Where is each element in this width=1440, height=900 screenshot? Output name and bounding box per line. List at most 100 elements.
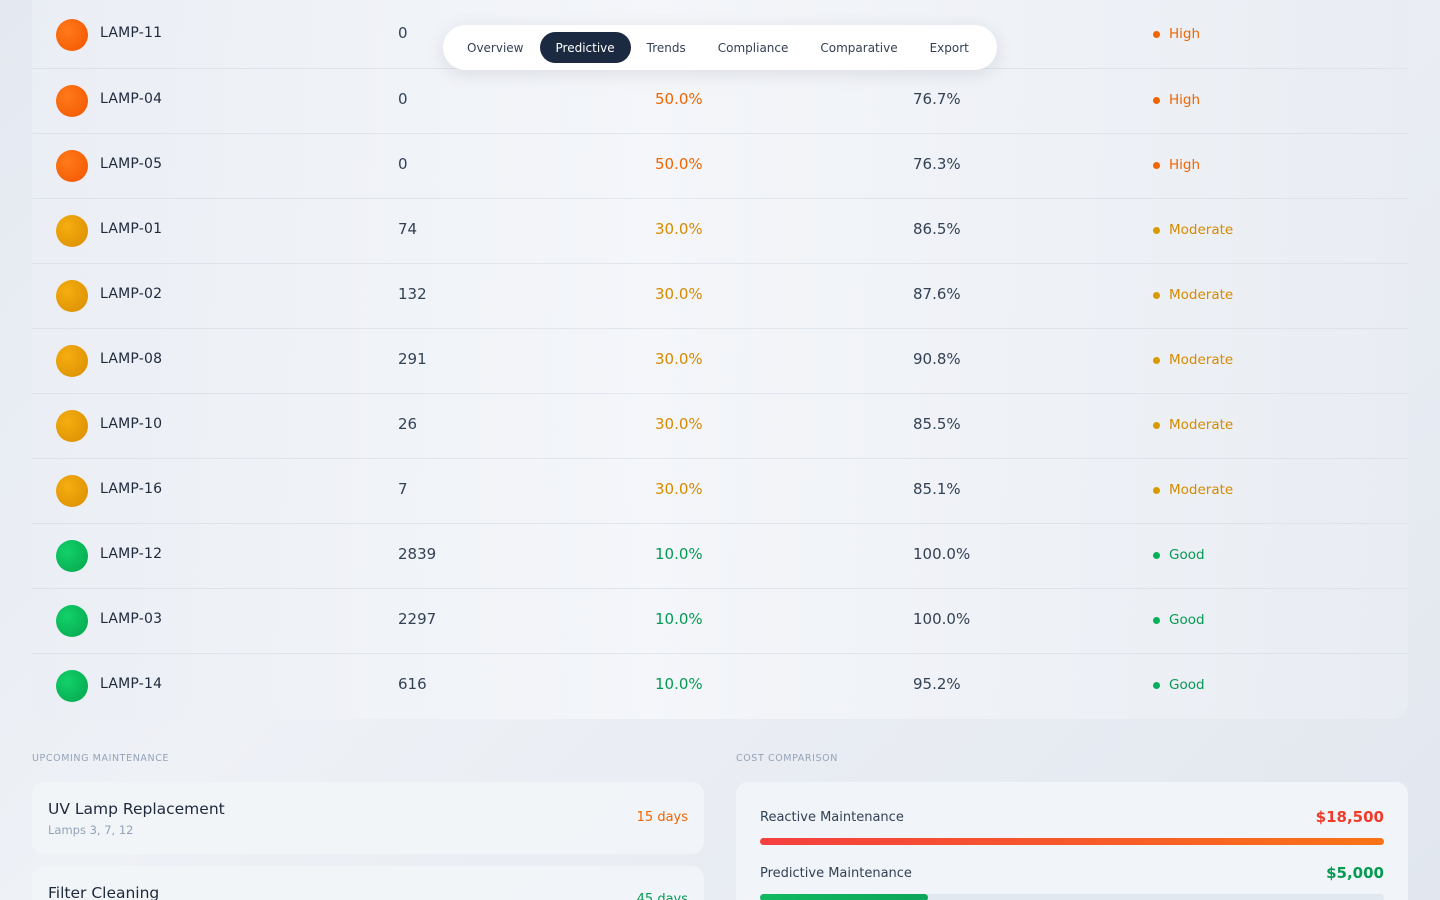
- status-badge: Moderate: [1153, 482, 1233, 498]
- lamp-name: LAMP-01: [100, 221, 163, 237]
- lamp-name: LAMP-10: [100, 416, 163, 432]
- status-label: Good: [1169, 677, 1205, 693]
- maintenance-title: UV Lamp Replacement: [48, 800, 225, 818]
- status-dot-icon: [1153, 616, 1160, 624]
- lamp-failure-probability: 30.0%: [655, 350, 703, 368]
- lamp-hours: 0: [398, 24, 408, 42]
- maintenance-days: 15 days: [636, 810, 688, 825]
- table-row[interactable]: LAMP-14 616 10.0% 95.2% Good: [32, 653, 1408, 718]
- lamp-status-indicator: [56, 540, 88, 572]
- status-label: Moderate: [1169, 352, 1234, 368]
- upcoming-maintenance-heading: UPCOMING MAINTENANCE: [32, 753, 170, 764]
- lamp-efficiency: 86.5%: [913, 220, 961, 238]
- lamp-name: LAMP-08: [100, 351, 163, 367]
- status-badge: Good: [1153, 677, 1205, 693]
- lamp-failure-probability: 30.0%: [655, 285, 703, 303]
- cost-comparison-card: Reactive Maintenance $18,500 Predictive …: [736, 782, 1408, 900]
- table-row[interactable]: LAMP-10 26 30.0% 85.5% Moderate: [32, 393, 1408, 458]
- lamp-hours: 291: [398, 350, 427, 368]
- lamp-efficiency: 90.8%: [913, 350, 961, 368]
- lamp-status-indicator: [56, 85, 88, 117]
- table-row[interactable]: LAMP-16 7 30.0% 85.1% Moderate: [32, 458, 1408, 523]
- status-badge: High: [1153, 157, 1200, 173]
- lamp-efficiency: 95.2%: [913, 675, 961, 693]
- lamp-failure-probability: 10.0%: [655, 675, 703, 693]
- lamp-failure-probability: 30.0%: [655, 220, 703, 238]
- tab-export[interactable]: Export: [929, 40, 969, 55]
- predictive-maintenance-value: $5,000: [1326, 864, 1384, 882]
- status-label: Moderate: [1169, 417, 1234, 433]
- lamp-hours: 2839: [398, 545, 437, 563]
- maintenance-title: Filter Cleaning: [48, 884, 160, 900]
- status-dot-icon: [1153, 96, 1160, 104]
- status-dot-icon: [1153, 551, 1160, 559]
- tab-compliance[interactable]: Compliance: [717, 40, 789, 55]
- maintenance-days: 45 days: [636, 892, 688, 900]
- status-badge: High: [1153, 26, 1200, 42]
- tab-overview[interactable]: Overview: [467, 40, 524, 55]
- lamp-efficiency: 76.3%: [913, 155, 961, 173]
- reactive-maintenance-value: $18,500: [1315, 808, 1384, 826]
- lamp-hours: 2297: [398, 610, 437, 628]
- status-label: Moderate: [1169, 482, 1234, 498]
- lamp-failure-probability: 10.0%: [655, 610, 703, 628]
- status-label: Moderate: [1169, 287, 1234, 303]
- lamp-status-indicator: [56, 150, 88, 182]
- lamp-failure-probability: 10.0%: [655, 545, 703, 563]
- predictive-cost-bar-fill: [760, 894, 929, 900]
- reactive-cost-bar-fill: [760, 838, 1384, 845]
- lamp-status-indicator: [56, 410, 88, 442]
- reactive-maintenance-label: Reactive Maintenance: [760, 810, 904, 825]
- status-label: High: [1169, 92, 1201, 108]
- predictive-maintenance-label: Predictive Maintenance: [760, 866, 912, 881]
- lamp-status-indicator: [56, 345, 88, 377]
- table-row[interactable]: LAMP-02 132 30.0% 87.6% Moderate: [32, 263, 1408, 328]
- lamp-efficiency: 76.7%: [913, 90, 961, 108]
- lamp-hours: 0: [398, 90, 408, 108]
- lamp-failure-probability: 50.0%: [655, 155, 703, 173]
- table-row[interactable]: LAMP-12 2839 10.0% 100.0% Good: [32, 523, 1408, 588]
- view-tab-bar: Overview Predictive Trends Compliance Co…: [443, 25, 997, 70]
- lamp-efficiency: 85.5%: [913, 415, 961, 433]
- lamp-status-indicator: [56, 19, 88, 51]
- lamp-hours: 26: [398, 415, 418, 433]
- status-label: High: [1169, 157, 1201, 173]
- lamp-name: LAMP-05: [100, 156, 163, 172]
- status-label: High: [1169, 26, 1201, 42]
- table-row[interactable]: LAMP-01 74 30.0% 86.5% Moderate: [32, 198, 1408, 263]
- status-badge: Moderate: [1153, 417, 1233, 433]
- lamp-status-indicator: [56, 670, 88, 702]
- lamp-name: LAMP-16: [100, 481, 163, 497]
- maintenance-item[interactable]: UV Lamp Replacement Lamps 3, 7, 12 15 da…: [32, 782, 704, 854]
- lamp-status-indicator: [56, 605, 88, 637]
- maintenance-item[interactable]: Filter Cleaning 45 days: [32, 866, 704, 900]
- status-badge: Moderate: [1153, 222, 1233, 238]
- table-row[interactable]: LAMP-08 291 30.0% 90.8% Moderate: [32, 328, 1408, 393]
- table-row[interactable]: LAMP-04 0 50.0% 76.7% High: [32, 68, 1408, 133]
- maintenance-subtitle: Lamps 3, 7, 12: [48, 823, 134, 837]
- lamp-failure-probability: 30.0%: [655, 480, 703, 498]
- lamp-name: LAMP-12: [100, 546, 163, 562]
- tab-trends[interactable]: Trends: [646, 40, 686, 55]
- lamp-status-indicator: [56, 280, 88, 312]
- status-label: Good: [1169, 547, 1205, 563]
- lamp-name: LAMP-03: [100, 611, 163, 627]
- lamp-failure-probability: 50.0%: [655, 90, 703, 108]
- table-row[interactable]: LAMP-03 2297 10.0% 100.0% Good: [32, 588, 1408, 653]
- table-row[interactable]: LAMP-05 0 50.0% 76.3% High: [32, 133, 1408, 198]
- status-badge: Good: [1153, 612, 1205, 628]
- lamp-hours: 616: [398, 675, 427, 693]
- status-dot-icon: [1153, 486, 1160, 494]
- tab-comparative[interactable]: Comparative: [820, 40, 898, 55]
- status-badge: High: [1153, 92, 1200, 108]
- status-dot-icon: [1153, 681, 1160, 689]
- tab-predictive[interactable]: Predictive: [539, 32, 631, 63]
- status-dot-icon: [1153, 421, 1160, 429]
- lamp-status-indicator: [56, 215, 88, 247]
- lamp-efficiency: 85.1%: [913, 480, 961, 498]
- lamp-status-indicator: [56, 475, 88, 507]
- lamp-name: LAMP-04: [100, 91, 163, 107]
- status-dot-icon: [1153, 226, 1160, 234]
- status-label: Good: [1169, 612, 1205, 628]
- lamp-hours: 74: [398, 220, 418, 238]
